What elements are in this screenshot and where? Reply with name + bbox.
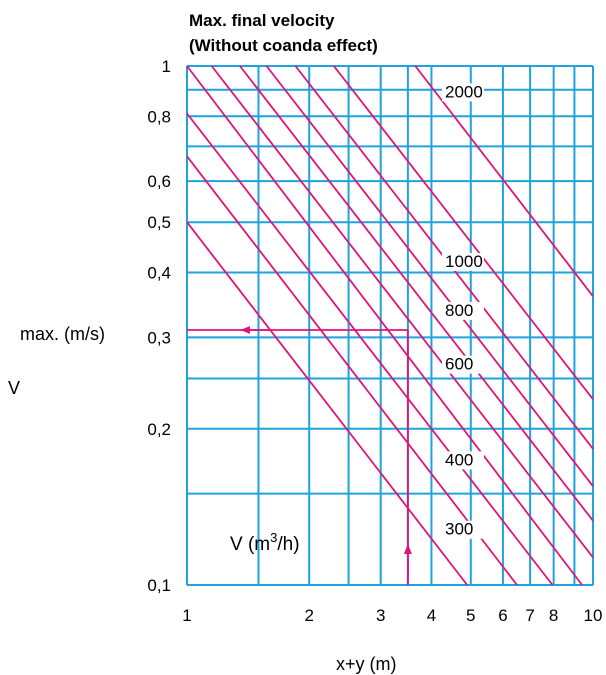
chart-title-line1: Max. final velocity — [189, 11, 335, 30]
x-tick-label: 3 — [376, 606, 385, 625]
grid — [186, 65, 594, 586]
y-tick-label: 0,2 — [147, 420, 171, 439]
flow-label: 400 — [445, 450, 473, 469]
series-label-main: V (m — [230, 534, 270, 555]
x-tick-label: 5 — [466, 606, 475, 625]
series-label-sup: 3 — [270, 530, 277, 545]
velocity-line — [239, 65, 594, 522]
velocity-line — [186, 221, 468, 586]
series-label: V (m3/h) — [230, 530, 300, 555]
x-tick-label: 10 — [584, 606, 603, 625]
y-tick-label: 0,3 — [147, 328, 171, 347]
velocity-line — [186, 112, 554, 586]
flow-label-bg — [442, 83, 485, 102]
flow-label-bg — [442, 355, 485, 374]
x-axis-label: x+y (m) — [336, 654, 397, 674]
flow-label-bg — [442, 520, 485, 539]
velocity-line — [265, 65, 594, 487]
flow-label-bg — [442, 451, 485, 470]
flow-label-bg — [442, 301, 485, 320]
y-tick-label: 0,8 — [147, 107, 171, 126]
y-axis-symbol: V — [8, 378, 20, 398]
y-tick-label: 0,5 — [147, 213, 171, 232]
velocity-line — [186, 65, 583, 586]
flow-labels: 2000 1000 800 600 400 300 — [442, 82, 485, 539]
example-path — [187, 325, 412, 585]
y-axis-label: max. (m/s) — [20, 324, 105, 344]
y-tick-label: 0,6 — [147, 172, 171, 191]
x-tick-label: 8 — [549, 606, 558, 625]
x-tick-label: 4 — [427, 606, 436, 625]
velocity-line — [210, 65, 594, 559]
y-tick-label: 1 — [162, 57, 171, 76]
velocity-lines — [186, 65, 594, 586]
flow-label: 300 — [445, 520, 473, 539]
y-tick-label: 0,1 — [147, 576, 171, 595]
x-tick-label: 6 — [498, 606, 507, 625]
x-tick-label: 7 — [525, 606, 534, 625]
velocity-line — [414, 65, 594, 297]
flow-label-bg — [442, 252, 485, 271]
y-tick-label: 0,4 — [147, 264, 171, 283]
velocity-line — [333, 65, 594, 400]
series-label-tail: /h) — [277, 534, 299, 555]
axis-ticks: 1 2 3 4 5 6 7 8 10 1 0,8 0,6 0,5 0,4 0,3 0,2 0,1 — [147, 57, 602, 625]
flow-label: 2000 — [445, 82, 483, 101]
chart-title-line2: (Without coanda effect) — [189, 36, 378, 55]
x-tick-label: 2 — [304, 606, 313, 625]
velocity-line — [186, 155, 518, 586]
flow-label: 1000 — [445, 252, 483, 271]
flow-label: 800 — [445, 301, 473, 320]
flow-label: 600 — [445, 355, 473, 374]
x-tick-label: 1 — [182, 606, 191, 625]
y-axis-label-text: max. (m/s) — [20, 324, 105, 344]
